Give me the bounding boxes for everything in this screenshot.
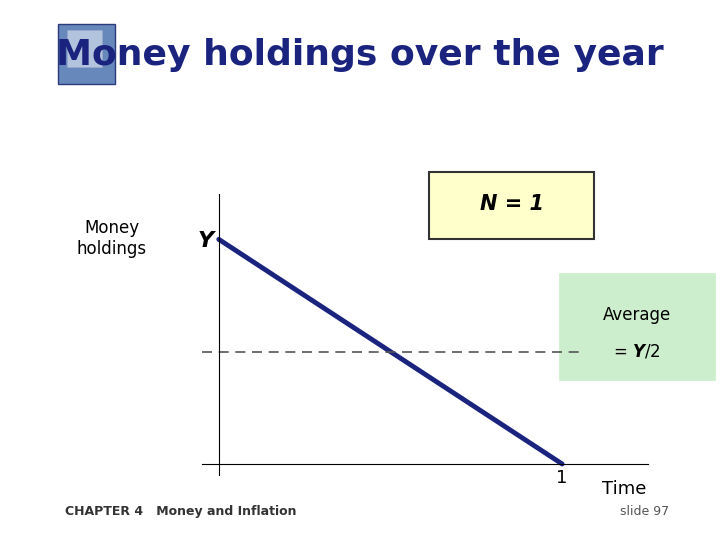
FancyBboxPatch shape <box>559 273 715 380</box>
Text: Money
holdings: Money holdings <box>76 219 147 258</box>
Text: = $\bfit{Y}$/2: = $\bfit{Y}$/2 <box>613 343 660 361</box>
FancyBboxPatch shape <box>429 172 595 239</box>
Text: slide 97: slide 97 <box>621 505 670 518</box>
Text: N = 1: N = 1 <box>480 194 544 214</box>
FancyBboxPatch shape <box>67 30 102 67</box>
Text: CHAPTER 4   Money and Inflation: CHAPTER 4 Money and Inflation <box>65 505 297 518</box>
Text: Average: Average <box>603 306 671 324</box>
Text: Time: Time <box>602 480 646 498</box>
Text: Money holdings over the year: Money holdings over the year <box>56 38 664 72</box>
FancyBboxPatch shape <box>58 24 115 84</box>
